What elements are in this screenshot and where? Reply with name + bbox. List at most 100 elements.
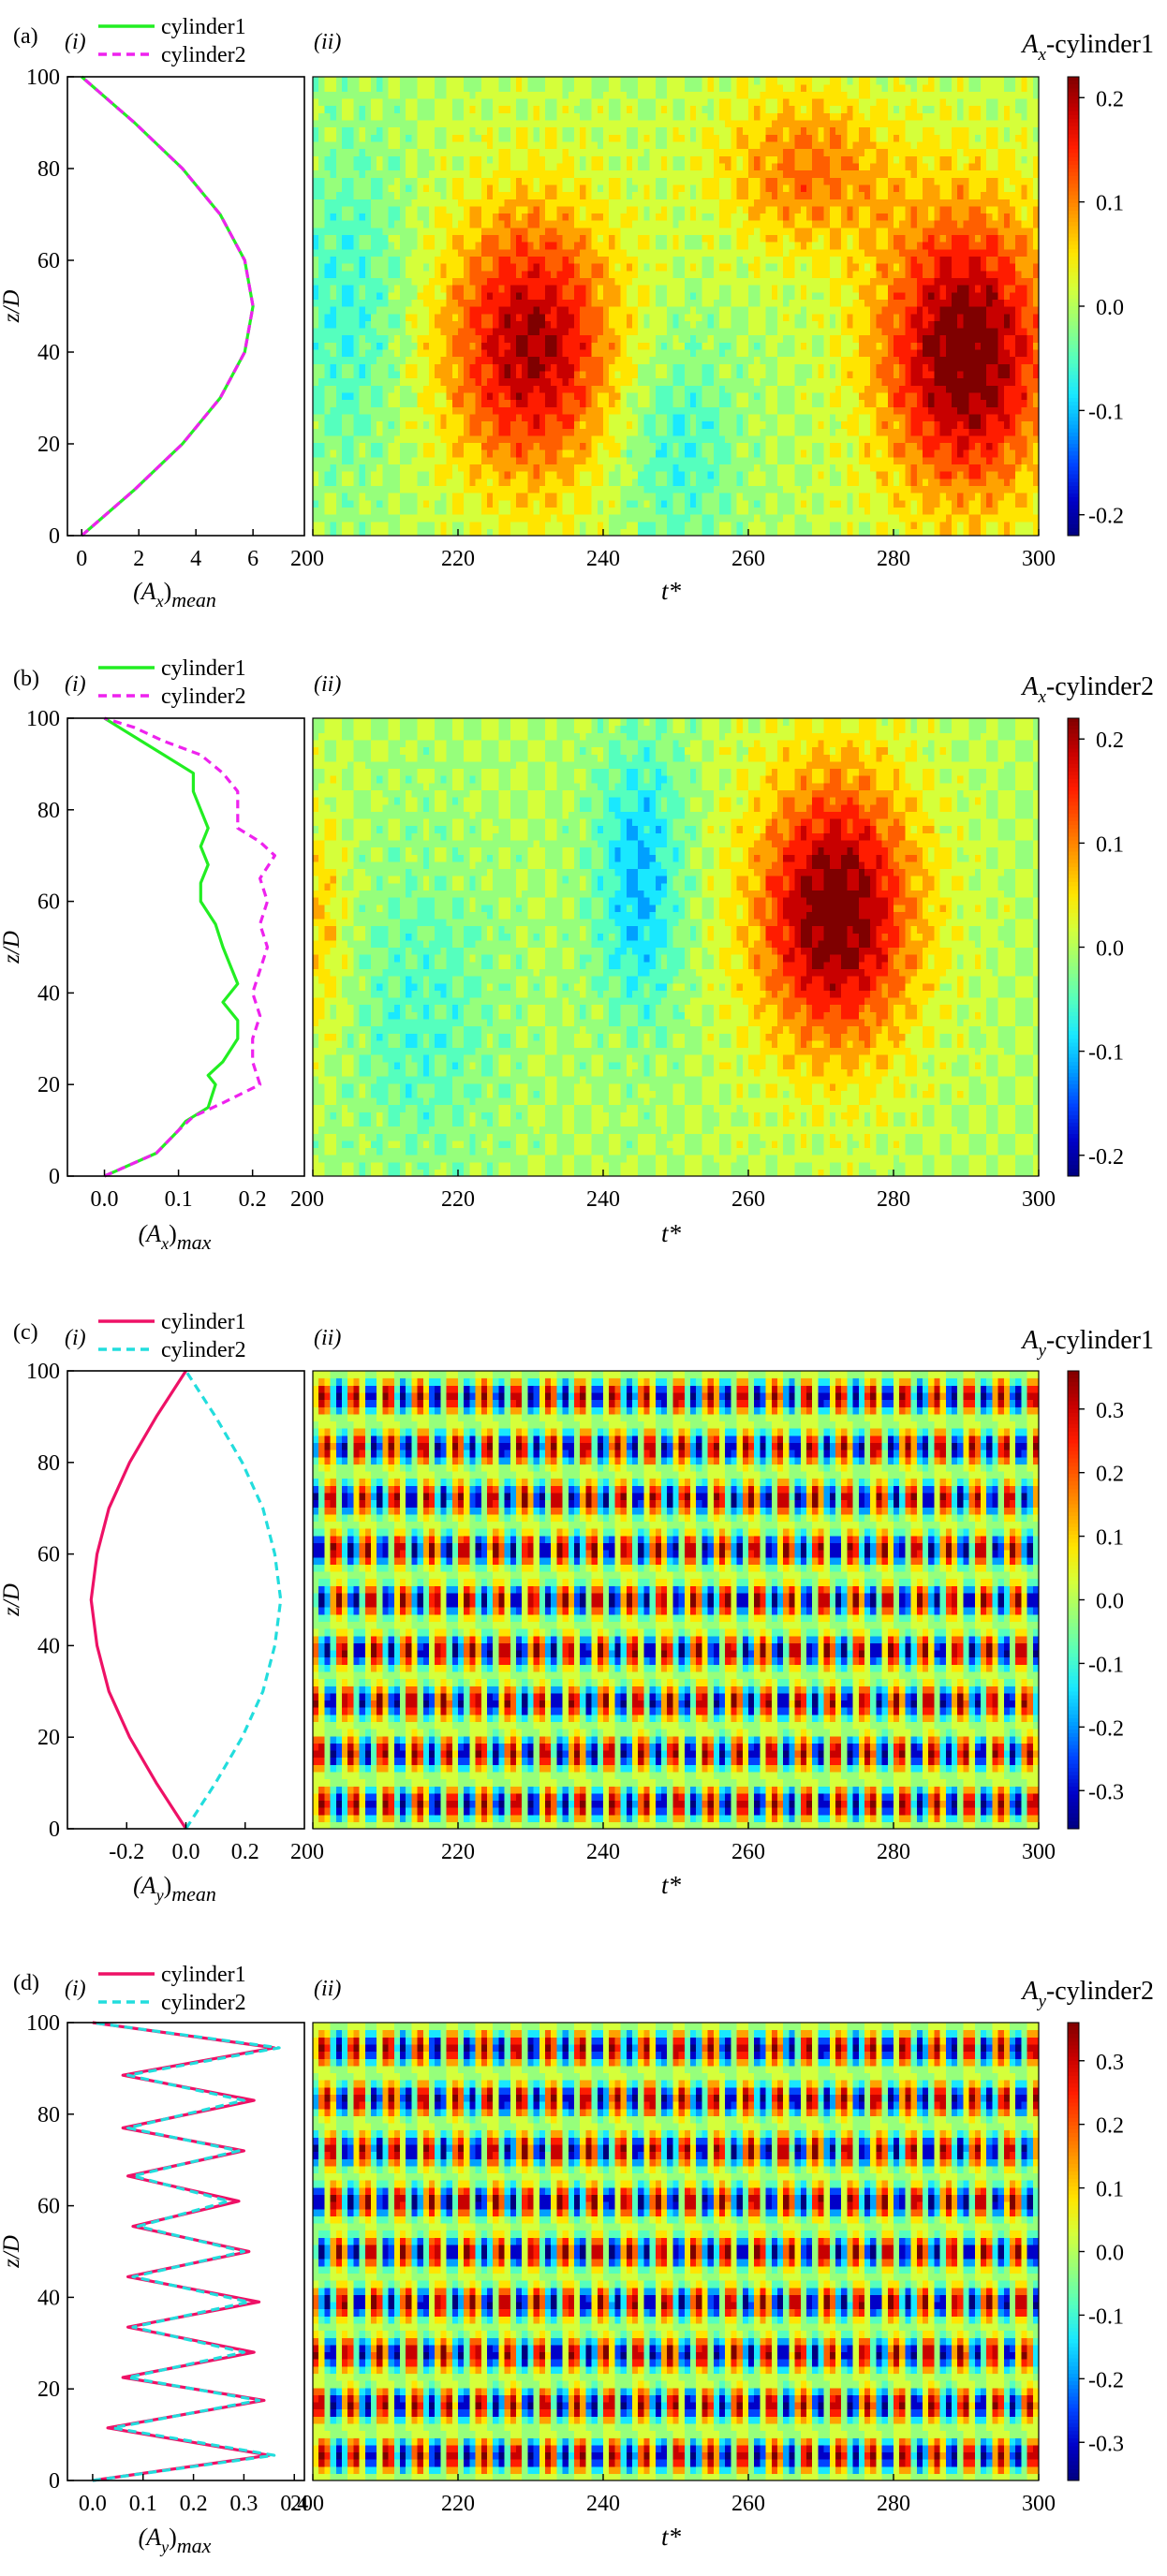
heatmap-cell [736,291,744,300]
heatmap-cell [527,327,535,336]
heatmap-cell [422,370,430,379]
heatmap-cell [597,277,604,286]
legend-label: cylinder1 [161,15,246,39]
heatmap-cell [731,442,738,450]
heatmap-cell [678,521,686,529]
heatmap-cell [451,356,459,364]
heatmap-cell [707,285,715,293]
heatmap-cell [411,285,419,293]
heatmap-cell [702,155,709,164]
heatmap-cell [458,213,465,221]
heatmap-cell [603,406,610,415]
heatmap-cell [498,485,506,493]
heatmap-cell [377,499,383,508]
heatmap-cell [382,291,390,300]
heatmap-cell [655,493,662,501]
heatmap-cell [731,391,738,401]
heatmap-cell [487,485,494,493]
heatmap-cell [736,434,744,444]
heatmap-cell [638,391,644,401]
heatmap-cell [330,263,337,272]
heatmap-cell [667,348,673,358]
heatmap-cell [318,507,325,515]
heatmap-cell [440,471,448,479]
heatmap-cell [313,112,319,121]
heatmap-cell [422,140,430,150]
heatmap-cell [748,493,755,501]
heatmap-cell [684,363,691,372]
heatmap-cell [393,191,401,199]
heatmap-cell [498,97,506,107]
heatmap-cell [591,399,598,407]
heatmap-cell [702,263,709,272]
heatmap-cell [580,528,586,537]
heatmap-cell [510,406,517,415]
heatmap-cell [725,464,731,472]
heatmap-cell [713,220,720,228]
heatmap-cell [417,334,424,343]
heatmap-cell [725,242,731,250]
heatmap-cell [353,428,361,436]
heatmap-cell [475,191,482,199]
heatmap-cell [591,234,598,243]
heatmap-cell [719,199,726,207]
heatmap-cell [330,342,337,350]
heatmap-cell [446,456,453,465]
heatmap-cell [318,385,325,393]
heatmap-cell [335,291,343,300]
heatmap-cell [422,399,430,407]
heatmap-cell [318,242,325,250]
heatmap-cell [458,199,465,207]
heatmap-cell [562,356,569,364]
heatmap-cell [335,428,343,436]
heatmap-cell [713,370,720,379]
heatmap-cell [748,169,755,178]
heatmap-cell [393,499,401,508]
heatmap-cell [435,342,441,350]
heatmap-cell [551,464,557,472]
heatmap-cell [464,528,470,537]
heatmap-cell [725,499,731,508]
heatmap-cell [487,313,494,321]
heatmap-cell [655,199,662,207]
heatmap-cell [493,112,499,121]
heatmap-cell [498,471,506,479]
heatmap-cell [754,528,761,537]
heatmap-cell [672,356,680,364]
heatmap-cell [313,126,319,135]
heatmap-cell [353,155,361,164]
heatmap-cell [719,177,726,185]
heatmap-cell [429,155,436,164]
heatmap-cell [504,126,511,135]
heatmap-cell [382,256,390,264]
heatmap-cell [422,277,430,286]
heatmap-cell [736,348,744,358]
heatmap-cell [725,306,731,315]
heatmap-cell [498,83,506,92]
heatmap-cell [760,434,767,444]
heatmap-cell [464,134,470,142]
heatmap-cell [527,377,535,386]
heatmap-cell [440,162,448,171]
heatmap-cell [742,370,749,379]
heatmap-cell [603,456,610,465]
heatmap-cell [597,270,604,278]
heatmap-cell [655,507,662,515]
heatmap-cell [411,406,419,415]
heatmap-cell [516,485,523,493]
heatmap-cell [475,285,482,293]
heatmap-cell [393,521,401,529]
heatmap-cell [690,263,697,272]
heatmap-cell [696,119,702,128]
heatmap-cell [626,199,633,207]
heatmap-cell [504,521,511,529]
heatmap-cell [551,270,557,278]
heatmap-cell [480,428,488,436]
heatmap-cell [545,413,552,422]
heatmap-cell [451,327,459,336]
heatmap-cell [638,242,644,250]
heatmap-cell [480,299,488,307]
heatmap-cell [603,77,610,85]
heatmap-cell [498,234,506,243]
heatmap-cell [429,442,436,450]
